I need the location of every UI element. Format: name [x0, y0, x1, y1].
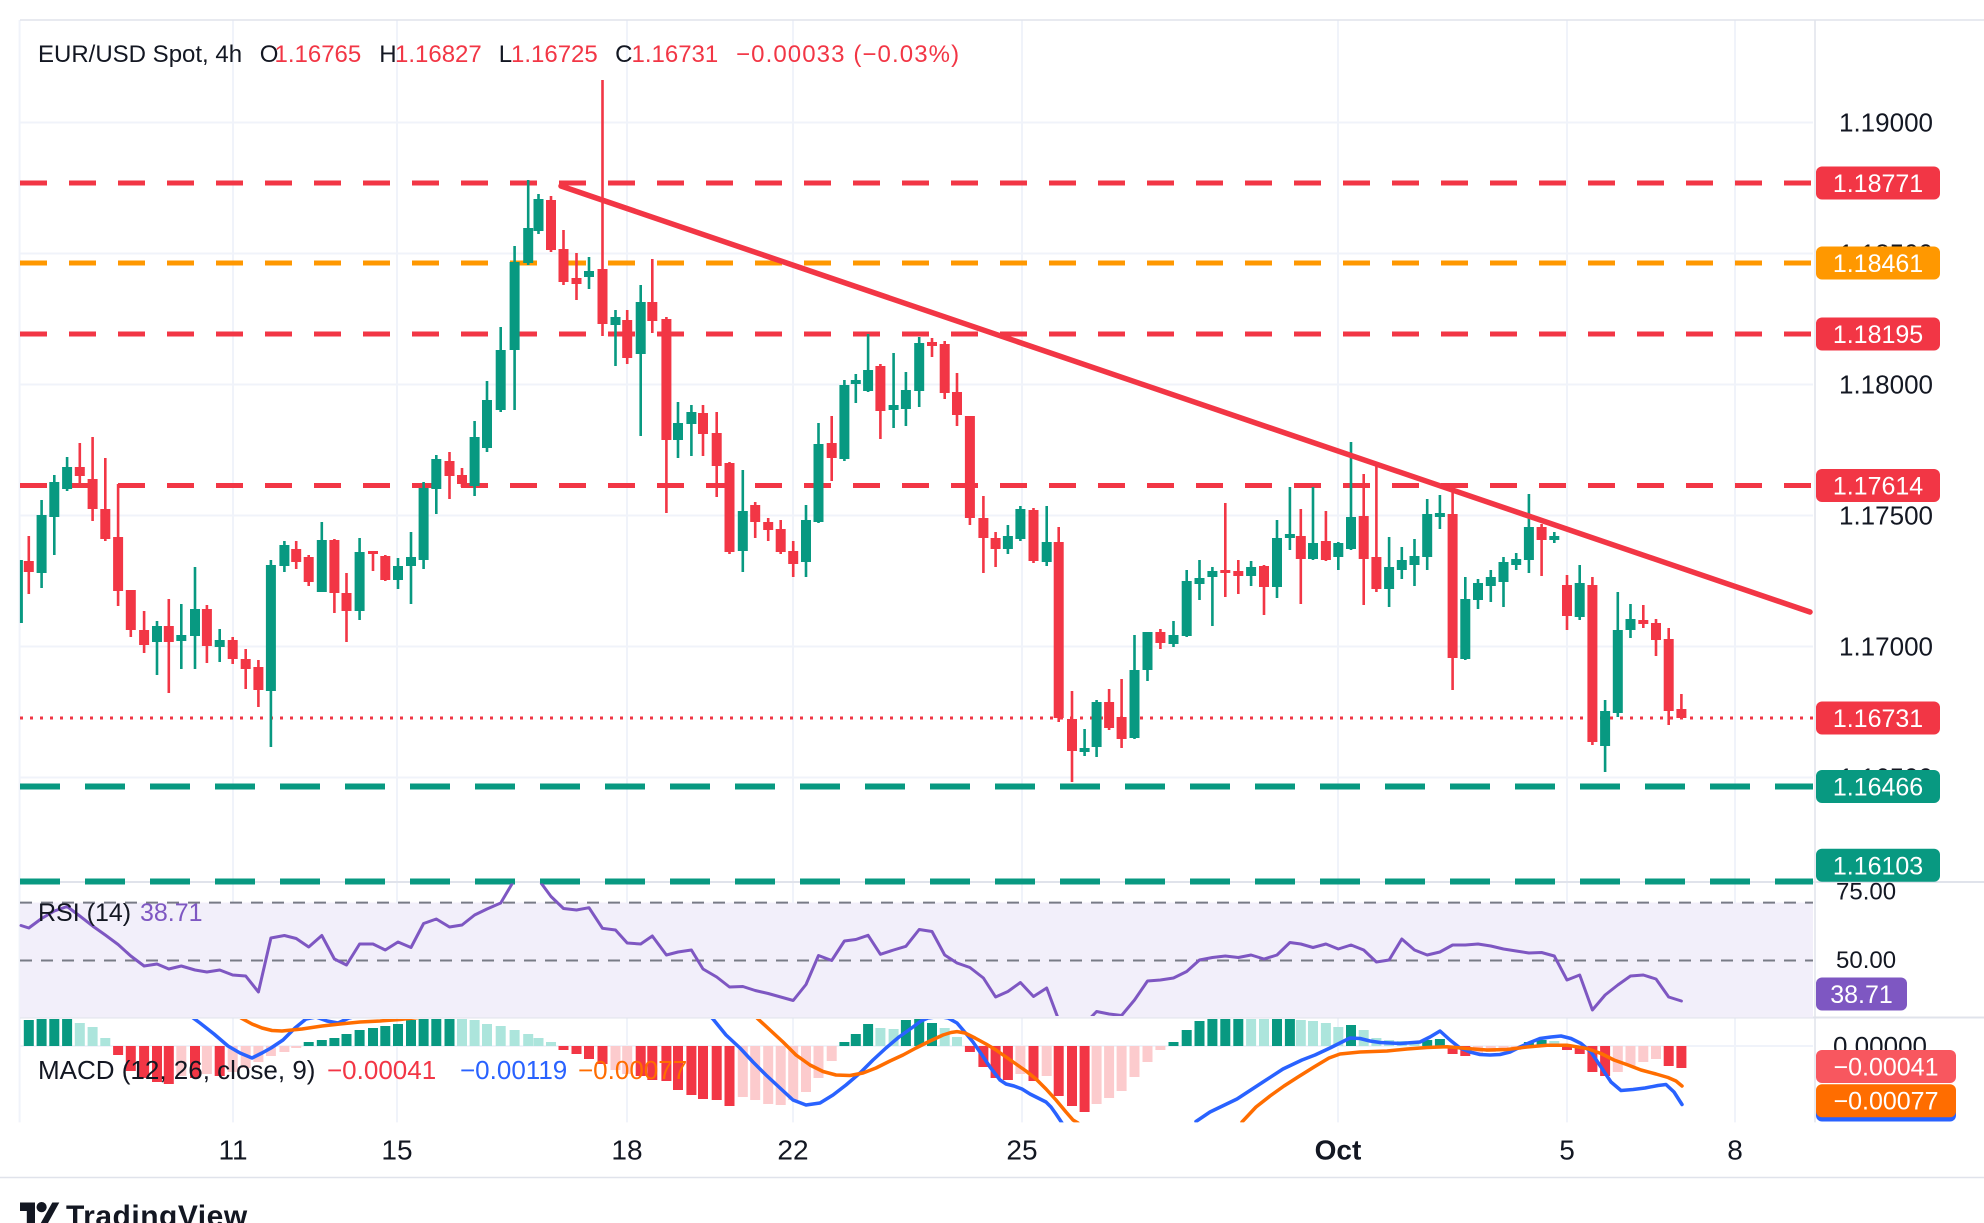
svg-text:38.71: 38.71: [1830, 981, 1893, 1009]
svg-text:1.16466: 1.16466: [1833, 774, 1923, 802]
svg-text:−0.00041: −0.00041: [1834, 1054, 1939, 1082]
svg-text:18: 18: [611, 1135, 642, 1166]
svg-text:MACD (12, 26, close, 9): MACD (12, 26, close, 9): [38, 1055, 315, 1085]
svg-text:1.17000: 1.17000: [1839, 632, 1933, 662]
svg-text:22: 22: [777, 1135, 808, 1166]
svg-text:1.19000: 1.19000: [1839, 108, 1933, 138]
svg-text:75.00: 75.00: [1836, 879, 1896, 906]
svg-text:EUR/USD Spot, 4h: EUR/USD Spot, 4h: [38, 41, 242, 68]
svg-text:C: C: [615, 41, 632, 68]
svg-text:15: 15: [381, 1135, 412, 1166]
svg-text:−0.00119: −0.00119: [460, 1055, 567, 1085]
svg-text:−0.00077: −0.00077: [578, 1055, 687, 1085]
svg-text:1.16103: 1.16103: [1833, 852, 1923, 880]
svg-text:1.16725: 1.16725: [511, 41, 598, 68]
svg-text:RSI (14): RSI (14): [38, 899, 131, 927]
svg-text:1.17614: 1.17614: [1833, 473, 1923, 501]
svg-text:O: O: [260, 41, 279, 68]
svg-text:1.16731: 1.16731: [632, 41, 719, 68]
svg-text:8: 8: [1727, 1135, 1743, 1166]
svg-text:1.16827: 1.16827: [395, 41, 482, 68]
svg-text:25: 25: [1006, 1135, 1037, 1166]
svg-text:1.17500: 1.17500: [1839, 501, 1933, 531]
svg-text:1.18195: 1.18195: [1833, 321, 1923, 349]
svg-text:1.16765: 1.16765: [275, 41, 362, 68]
svg-text:Oct: Oct: [1315, 1135, 1362, 1166]
svg-text:1.18000: 1.18000: [1839, 370, 1933, 400]
svg-text:TradingView: TradingView: [66, 1200, 248, 1223]
svg-text:H: H: [379, 41, 396, 68]
svg-text:38.71: 38.71: [140, 899, 203, 927]
svg-text:11: 11: [218, 1135, 247, 1166]
svg-text:50.00: 50.00: [1836, 947, 1896, 974]
svg-text:1.18461: 1.18461: [1833, 250, 1923, 278]
svg-text:−0.00033 (−0.03%): −0.00033 (−0.03%): [736, 41, 960, 68]
svg-text:L: L: [499, 41, 512, 68]
svg-text:1.16731: 1.16731: [1833, 705, 1923, 733]
svg-text:5: 5: [1559, 1135, 1575, 1166]
svg-text:−0.00077: −0.00077: [1834, 1088, 1939, 1116]
svg-text:−0.00041: −0.00041: [327, 1055, 436, 1085]
svg-text:1.18771: 1.18771: [1833, 170, 1923, 198]
